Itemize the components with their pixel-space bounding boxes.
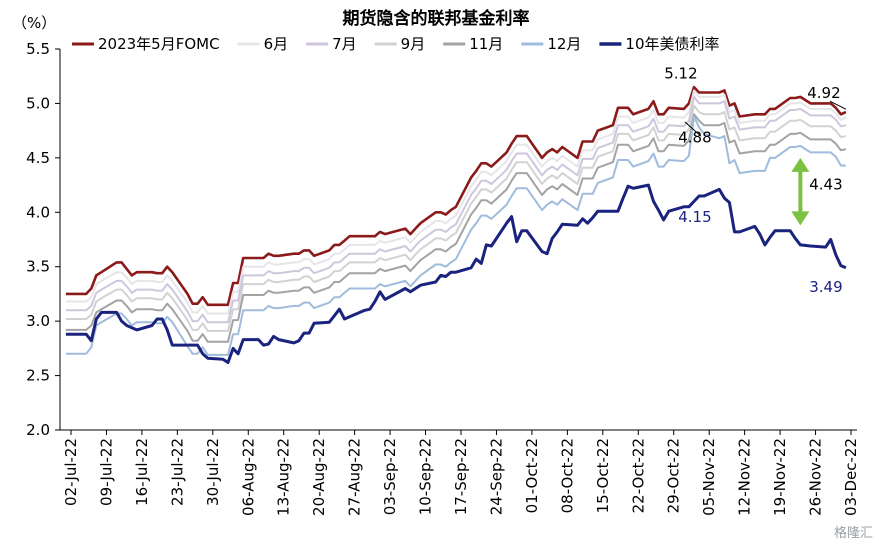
y-axis-unit: （%） — [12, 14, 56, 32]
x-tick-label: 12-Nov-22 — [736, 438, 754, 516]
x-tick-label: 30-Jul-22 — [204, 438, 222, 506]
annotation-leader — [829, 100, 847, 110]
x-tick-label: 09-Jul-22 — [97, 438, 115, 506]
annotation-label: 4.92 — [807, 84, 840, 102]
annotation-label: 4.43 — [809, 175, 842, 193]
x-tick-label: 01-Oct-22 — [523, 438, 541, 513]
arrow-head-up — [791, 157, 810, 172]
x-tick-label: 26-Nov-22 — [807, 438, 825, 516]
x-tick-label: 16-Jul-22 — [133, 438, 151, 506]
x-tick-label: 20-Aug-22 — [310, 438, 328, 516]
x-tick-label: 06-Aug-22 — [239, 438, 257, 516]
x-tick-label: 08-Oct-22 — [558, 438, 576, 513]
y-tick-label: 5.5 — [26, 40, 50, 58]
x-tick-label: 24-Sep-22 — [487, 438, 505, 515]
y-tick-label: 5.0 — [26, 94, 50, 112]
series-line-nov — [65, 113, 847, 343]
legend: 2023年5月FOMC 6月 7月 9月 11月 12月 10年美债利率 — [72, 35, 720, 53]
series-line-jun — [65, 89, 847, 315]
annotation-label: 4.15 — [678, 208, 711, 226]
x-tick-label: 10-Sep-22 — [417, 438, 435, 515]
y-tick-label: 2.5 — [26, 367, 50, 385]
annotations: 5.12 4.92 4.88 4.43 4.15 3.49 — [664, 64, 847, 296]
series-lines — [65, 85, 847, 364]
legend-label-nov: 11月 — [469, 35, 503, 53]
x-tick-label: 13-Aug-22 — [275, 438, 293, 516]
annotation-label: 3.49 — [809, 278, 842, 296]
legend-label-sep: 9月 — [401, 35, 426, 53]
x-tick-label: 17-Sep-22 — [452, 438, 470, 515]
x-tick-label: 23-Jul-22 — [168, 438, 186, 506]
x-tick-label: 22-Oct-22 — [629, 438, 647, 513]
x-tick-label: 19-Nov-22 — [771, 438, 789, 516]
series-line-t10 — [65, 183, 847, 364]
legend-label-jun: 6月 — [264, 35, 289, 53]
x-tick-label: 03-Dec-22 — [842, 438, 860, 516]
x-tick-label: 03-Sep-22 — [381, 438, 399, 515]
y-tick-label: 4.5 — [26, 149, 50, 167]
x-tick-label: 02-Jul-22 — [62, 438, 80, 506]
arrow-head-down — [791, 211, 810, 226]
x-tick-label: 29-Oct-22 — [665, 438, 683, 513]
series-line-dec — [65, 115, 846, 356]
series-line-sep — [65, 104, 847, 332]
y-tick-label: 2.0 — [26, 421, 50, 439]
x-tick-label: 15-Oct-22 — [594, 438, 612, 513]
legend-label-jul: 7月 — [332, 35, 357, 53]
legend-label-dec: 12月 — [547, 35, 581, 53]
y-tick-label: 3.0 — [26, 312, 50, 330]
x-tick-label: 05-Nov-22 — [700, 438, 718, 516]
axes: 2.0 2.5 3.0 3.5 4.0 4.5 5.0 5.5 02-Jul-22 09-Jul-… — [26, 40, 860, 516]
series-line-jul — [65, 95, 847, 324]
legend-label-t10: 10年美债利率 — [625, 35, 719, 53]
annotation-leader — [684, 121, 702, 137]
y-tick-label: 3.5 — [26, 258, 50, 276]
x-tick-label: 27-Aug-22 — [346, 438, 364, 516]
chart-title: 期货隐含的联邦基金利率 — [343, 8, 530, 29]
watermark: 格隆汇 — [833, 526, 873, 541]
annotation-label: 5.12 — [664, 64, 697, 82]
annotation-label: 4.88 — [678, 128, 711, 146]
series-line-may — [65, 85, 847, 307]
y-tick-label: 4.0 — [26, 203, 50, 221]
legend-label-may: 2023年5月FOMC — [98, 35, 220, 53]
